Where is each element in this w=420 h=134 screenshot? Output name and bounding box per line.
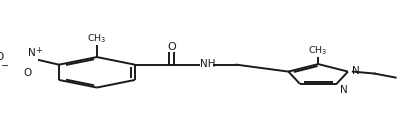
Text: N: N [340, 85, 348, 95]
Text: CH$_3$: CH$_3$ [87, 33, 107, 45]
Text: −: − [1, 61, 9, 71]
Text: N: N [28, 48, 35, 58]
Text: NH: NH [200, 59, 215, 69]
Text: O: O [24, 68, 32, 78]
Text: N: N [352, 66, 360, 76]
Text: O: O [0, 52, 4, 62]
Text: +: + [35, 46, 42, 55]
Text: CH$_3$: CH$_3$ [308, 45, 328, 57]
Text: O: O [167, 42, 176, 52]
